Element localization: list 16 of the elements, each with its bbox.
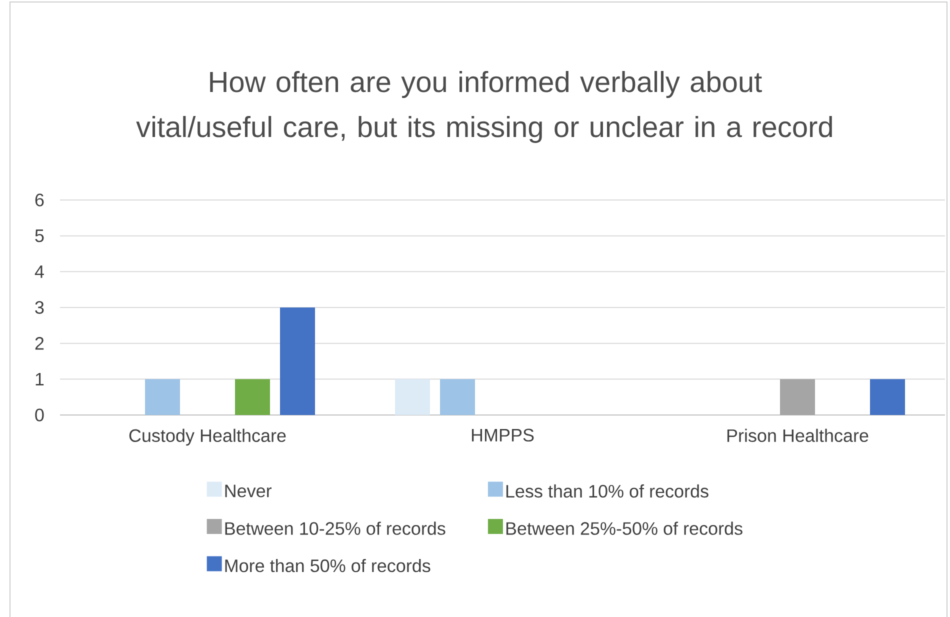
x-tick-label: Custody Healthcare [129, 428, 286, 446]
x-tick-label: Prison Healthcare [727, 428, 868, 442]
legend-label: Less than 10% of records [506, 484, 708, 498]
y-tick-label: 4 [34, 265, 44, 278]
legend-label: More than 50% of records [225, 558, 430, 572]
legend-label: Between 10-25% of records [225, 522, 446, 535]
chart-title: How often are you informed verbally about vital/useful care, but its missing or unclear in a record [136, 70, 832, 144]
x-tick-label: HMPPS [472, 428, 534, 442]
y-tick-label: 5 [35, 230, 44, 242]
y-tick-label: 0 [35, 408, 44, 422]
legend-label: Never [225, 484, 272, 498]
y-tick-label: 3 [35, 301, 44, 314]
y-tick-label: 6 [35, 194, 44, 206]
y-tick-label: 1 [36, 372, 44, 386]
y-tick-label: 2 [35, 337, 44, 350]
legend-label: Between 25%-50% of records [506, 522, 742, 535]
